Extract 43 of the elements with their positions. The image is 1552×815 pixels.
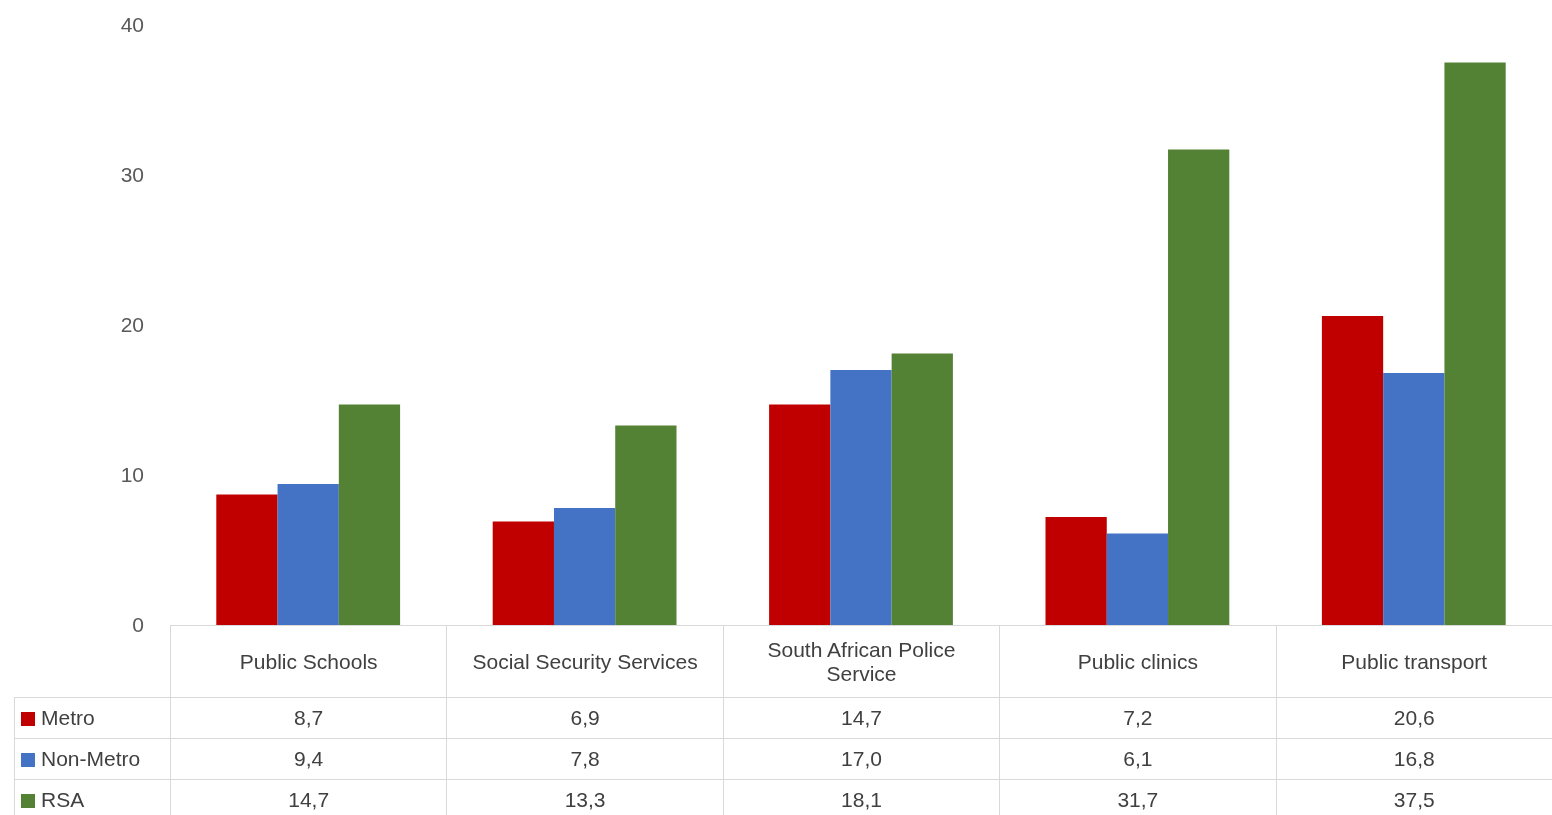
bar [769, 404, 831, 625]
bar [1045, 517, 1107, 625]
bar [1106, 533, 1169, 625]
bar [277, 484, 339, 625]
y-tick-label: 30 [120, 163, 144, 187]
x-tick-label: Public clinics [999, 625, 1277, 698]
bar [891, 353, 953, 625]
data-label: 37,5 [1276, 779, 1552, 815]
data-label: 17,0 [723, 738, 1000, 780]
data-label: 16,8 [1276, 738, 1552, 780]
bar [615, 425, 677, 625]
data-label: 13,3 [446, 779, 724, 815]
data-label: 20,6 [1276, 697, 1552, 739]
data-label: 31,7 [999, 779, 1277, 815]
bar [830, 370, 892, 625]
data-label: 14,7 [723, 697, 1000, 739]
data-label: 8,7 [170, 697, 447, 739]
data-label: 9,4 [170, 738, 447, 780]
x-tick-label: Public Schools [170, 625, 447, 698]
bar [216, 494, 278, 625]
x-tick-label: South African Police Service [723, 625, 1000, 698]
data-label: 18,1 [723, 779, 1000, 815]
x-tick-label: Public transport [1276, 625, 1552, 698]
bar [1383, 373, 1445, 625]
y-tick-label: 10 [120, 463, 144, 487]
y-tick-label: 0 [132, 613, 144, 637]
bar [553, 508, 616, 625]
data-label: 6,9 [446, 697, 724, 739]
y-tick-label: 40 [120, 13, 144, 37]
x-tick-label: Social Security Services [446, 625, 724, 698]
data-label: 7,8 [446, 738, 724, 780]
data-label: 6,1 [999, 738, 1277, 780]
bar [1444, 62, 1506, 625]
bar [338, 404, 401, 625]
legend-label: Non-Metro [41, 747, 141, 770]
legend-label: RSA [41, 788, 85, 811]
data-label: 14,7 [170, 779, 447, 815]
y-tick-label: 20 [120, 313, 144, 337]
data-label: 7,2 [999, 697, 1277, 739]
legend-label: Metro [41, 706, 95, 729]
bar [1321, 316, 1384, 625]
bar [492, 521, 554, 625]
bar [1168, 149, 1230, 625]
